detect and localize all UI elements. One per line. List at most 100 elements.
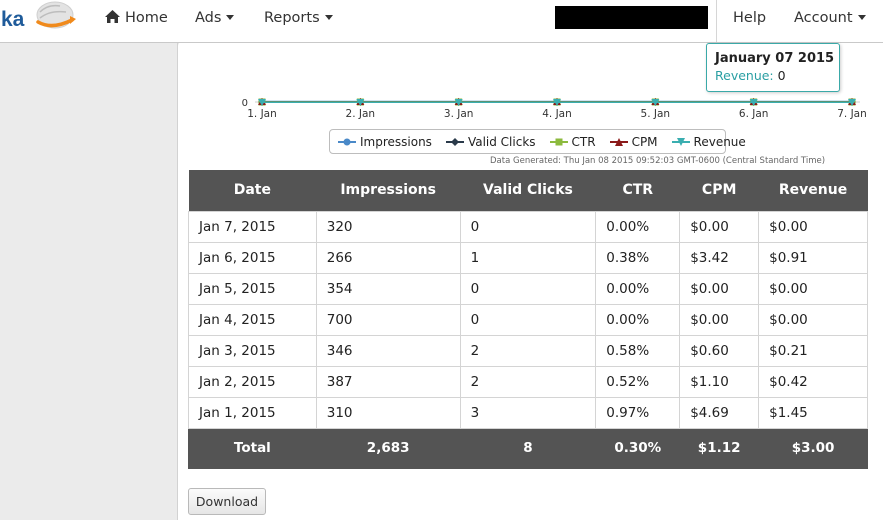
nav-reports-dropdown[interactable]: Reports xyxy=(264,0,333,36)
chart-tooltip: January 07 2015 Revenue: 0 xyxy=(706,43,840,92)
sidebar xyxy=(0,43,178,520)
legend-item-ctr[interactable]: CTR xyxy=(549,134,596,149)
legend-label: Impressions xyxy=(360,134,432,149)
cell-valid-clicks: 0 xyxy=(459,303,597,336)
cell-valid-clicks: 2 xyxy=(459,334,597,367)
table-row: Jan 4, 2015 700 0 0.00% $0.00 $0.00 xyxy=(188,303,868,336)
cell-revenue: $0.21 xyxy=(758,334,868,367)
legend-item-cpm[interactable]: CPM xyxy=(609,134,658,149)
total-revenue: $3.00 xyxy=(758,427,868,469)
header-date[interactable]: Date xyxy=(188,170,317,211)
table-row: Jan 3, 2015 346 2 0.58% $0.60 $0.21 xyxy=(188,334,868,367)
data-point-revenue xyxy=(454,99,463,106)
data-point-revenue xyxy=(749,99,758,106)
header-impressions[interactable]: Impressions xyxy=(316,170,461,211)
cell-date: Jan 3, 2015 xyxy=(188,334,317,367)
cell-valid-clicks: 0 xyxy=(459,272,597,305)
table-row: Jan 1, 2015 310 3 0.97% $4.69 $1.45 xyxy=(188,396,868,429)
cell-cpm: $4.69 xyxy=(679,396,760,429)
data-generated-timestamp: Data Generated: Thu Jan 08 2015 09:52:03… xyxy=(490,156,826,166)
download-button[interactable]: Download xyxy=(188,488,266,515)
total-valid-clicks: 8 xyxy=(459,427,597,469)
table-row: Jan 5, 2015 354 0 0.00% $0.00 $0.00 xyxy=(188,272,868,305)
cell-impressions: 266 xyxy=(315,241,461,274)
redacted-box xyxy=(555,6,708,29)
cell-cpm: $3.42 xyxy=(679,241,760,274)
cell-impressions: 354 xyxy=(315,272,461,305)
data-point-revenue xyxy=(848,99,856,106)
data-point-revenue xyxy=(258,99,266,106)
legend-label: Revenue xyxy=(693,134,746,149)
tooltip-date: January 07 2015 xyxy=(715,51,835,66)
cell-impressions: 700 xyxy=(315,303,461,336)
header-valid-clicks[interactable]: Valid Clicks xyxy=(460,170,596,211)
cell-date: Jan 6, 2015 xyxy=(188,241,317,274)
data-point-revenue xyxy=(553,99,561,106)
circle-marker-icon xyxy=(338,138,356,145)
cell-revenue: $0.42 xyxy=(758,365,868,398)
cell-ctr: 0.00% xyxy=(595,272,681,305)
cell-date: Jan 5, 2015 xyxy=(188,272,317,305)
caret-down-icon xyxy=(324,15,333,20)
legend-item-valid-clicks[interactable]: Valid Clicks xyxy=(445,134,536,149)
cell-revenue: $0.00 xyxy=(758,303,868,336)
legend-item-impressions[interactable]: Impressions xyxy=(338,135,432,149)
diamond-marker-icon xyxy=(445,137,464,146)
table-row: Jan 7, 2015 320 0 0.00% $0.00 $0.00 xyxy=(188,210,868,243)
cell-revenue: $1.45 xyxy=(758,396,868,429)
cell-impressions: 387 xyxy=(315,365,461,398)
caret-down-icon xyxy=(857,15,866,20)
cell-ctr: 0.58% xyxy=(595,334,681,367)
legend-item-revenue[interactable]: Revenue xyxy=(671,134,746,149)
cell-cpm: $0.00 xyxy=(679,303,760,336)
table-row: Jan 6, 2015 266 1 0.38% $3.42 $0.91 xyxy=(188,241,868,274)
nav-home-label: Home xyxy=(125,10,168,26)
x-tick-label: 7. Jan xyxy=(837,108,867,120)
cell-cpm: $0.60 xyxy=(679,334,760,367)
header-ctr[interactable]: CTR xyxy=(595,170,680,211)
cell-date: Jan 7, 2015 xyxy=(188,210,317,243)
header-revenue[interactable]: Revenue xyxy=(758,170,868,211)
cell-cpm: $0.00 xyxy=(679,210,760,243)
nav-account-label: Account xyxy=(794,10,853,26)
cell-valid-clicks: 3 xyxy=(459,396,597,429)
cell-valid-clicks: 1 xyxy=(459,241,597,274)
chart-legend: Impressions Valid Clicks CTR CPM Revenue xyxy=(329,129,746,154)
legend-label: CTR xyxy=(571,134,596,149)
nav-reports-label: Reports xyxy=(264,10,320,26)
square-marker-icon xyxy=(549,138,568,145)
y-tick-label: 0 xyxy=(242,98,248,109)
logo-text: ka xyxy=(1,8,25,31)
total-cpm: $1.12 xyxy=(679,427,760,469)
total-label: Total xyxy=(188,427,317,469)
header-cpm[interactable]: CPM xyxy=(679,170,759,211)
logo[interactable]: ka xyxy=(0,0,80,36)
nav-help[interactable]: Help xyxy=(733,0,766,36)
x-tick-label: 6. Jan xyxy=(739,108,769,120)
cell-ctr: 0.97% xyxy=(595,396,681,429)
cell-ctr: 0.52% xyxy=(595,365,681,398)
x-tick-label: 4. Jan xyxy=(542,108,572,120)
tooltip-key: Revenue: xyxy=(715,68,774,83)
cell-impressions: 310 xyxy=(315,396,461,429)
cell-impressions: 320 xyxy=(315,210,461,243)
triangle-down-marker-icon xyxy=(671,137,690,146)
cell-valid-clicks: 2 xyxy=(459,365,597,398)
cell-revenue: $0.00 xyxy=(758,272,868,305)
nav-account-dropdown[interactable]: Account xyxy=(794,0,866,36)
nav-ads-dropdown[interactable]: Ads xyxy=(195,0,235,36)
cell-date: Jan 2, 2015 xyxy=(188,365,317,398)
x-tick-label: 2. Jan xyxy=(346,108,376,120)
report-table: Date Impressions Valid Clicks CTR CPM Re… xyxy=(188,170,868,469)
table-total-row: Total 2,683 8 0.30% $1.12 $3.00 xyxy=(188,427,868,469)
triangle-marker-icon xyxy=(609,137,628,146)
total-ctr: 0.30% xyxy=(595,427,681,469)
cell-ctr: 0.00% xyxy=(595,303,681,336)
legend-label: Valid Clicks xyxy=(467,134,536,149)
legend-label: CPM xyxy=(631,134,658,149)
nav-ads-label: Ads xyxy=(195,10,222,26)
nav-home[interactable]: Home xyxy=(104,0,168,36)
cell-date: Jan 1, 2015 xyxy=(188,396,317,429)
line-chart: 01. Jan 2. Jan 3. Jan 4. Jan 5. Jan 6. Jan 7. … xyxy=(242,98,867,120)
table-header-row: Date Impressions Valid Clicks CTR CPM Re… xyxy=(188,170,868,211)
